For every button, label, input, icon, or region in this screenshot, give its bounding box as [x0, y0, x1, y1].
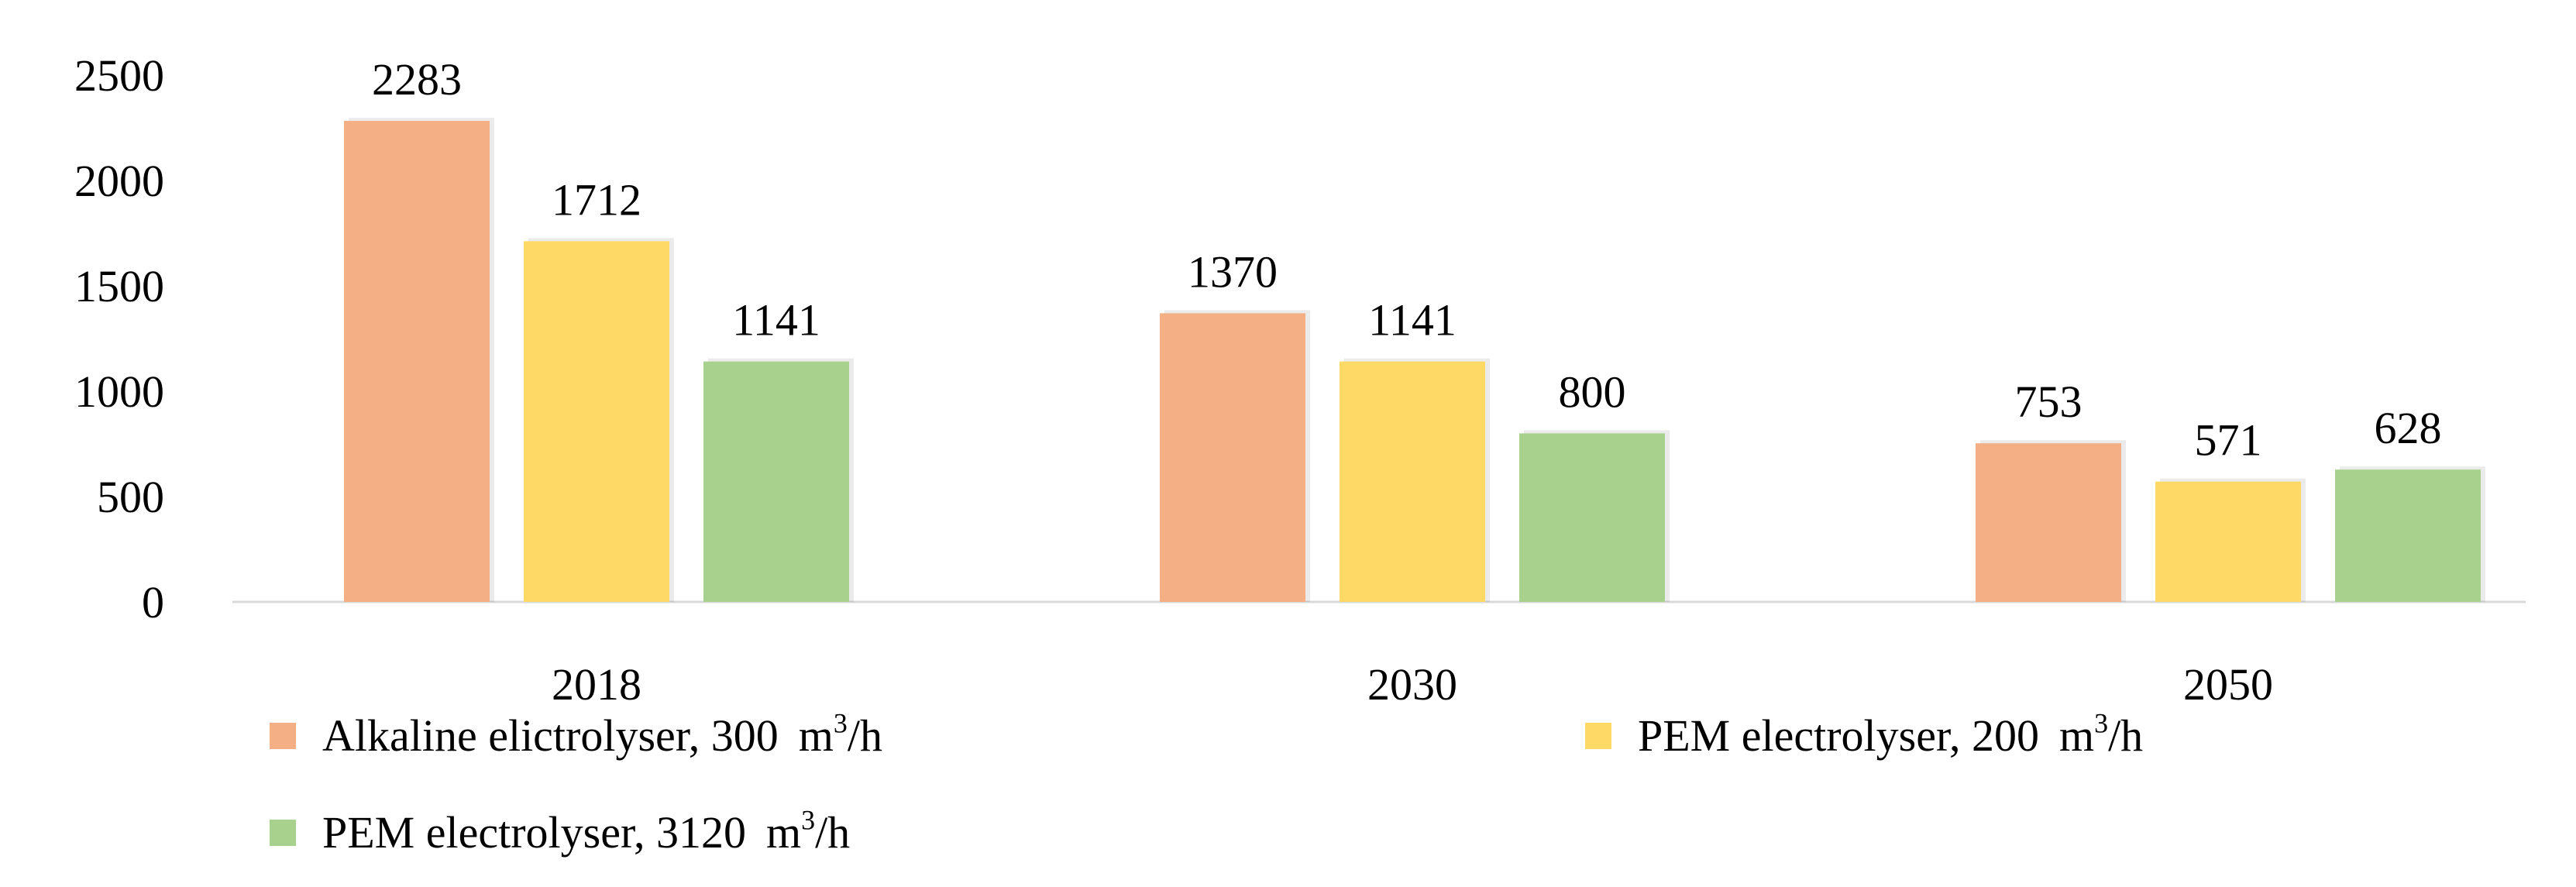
y-tick-label-0: 0	[142, 577, 164, 627]
bar-1-2030	[1160, 313, 1305, 602]
x-tick-label-2018: 2018	[552, 659, 641, 710]
bar-3-2050	[2335, 469, 2481, 602]
y-tick-label-1000: 1000	[74, 366, 164, 417]
data-label-1-2018: 2283	[372, 54, 462, 105]
bar-3-2018	[703, 361, 849, 602]
data-label-2-2018: 1712	[552, 174, 641, 225]
bar-3-2030	[1519, 433, 1665, 602]
bar-2-2050	[2155, 481, 2301, 602]
data-label-3-2018: 1141	[732, 295, 820, 346]
y-tick-label-2000: 2000	[74, 156, 164, 206]
data-label-3-2050: 628	[2375, 403, 2442, 453]
bar-1-2018	[344, 121, 490, 603]
x-tick-label-2030: 2030	[1367, 659, 1457, 710]
data-label-2-2030: 1141	[1368, 295, 1457, 346]
y-tick-label-500: 500	[97, 472, 164, 522]
x-tick-label-2050: 2050	[2183, 659, 2273, 710]
bar-2-2030	[1340, 361, 1485, 602]
data-label-1-2050: 753	[2015, 376, 2082, 427]
bar-1-2050	[1976, 443, 2121, 602]
y-tick-label-1500: 1500	[74, 261, 164, 311]
y-tick-label-2500: 2500	[74, 50, 164, 101]
bar-2-2018	[524, 241, 669, 602]
data-label-3-2030: 800	[1559, 366, 1626, 417]
data-label-2-2050: 571	[2195, 415, 2262, 466]
data-label-1-2030: 1370	[1188, 246, 1278, 297]
